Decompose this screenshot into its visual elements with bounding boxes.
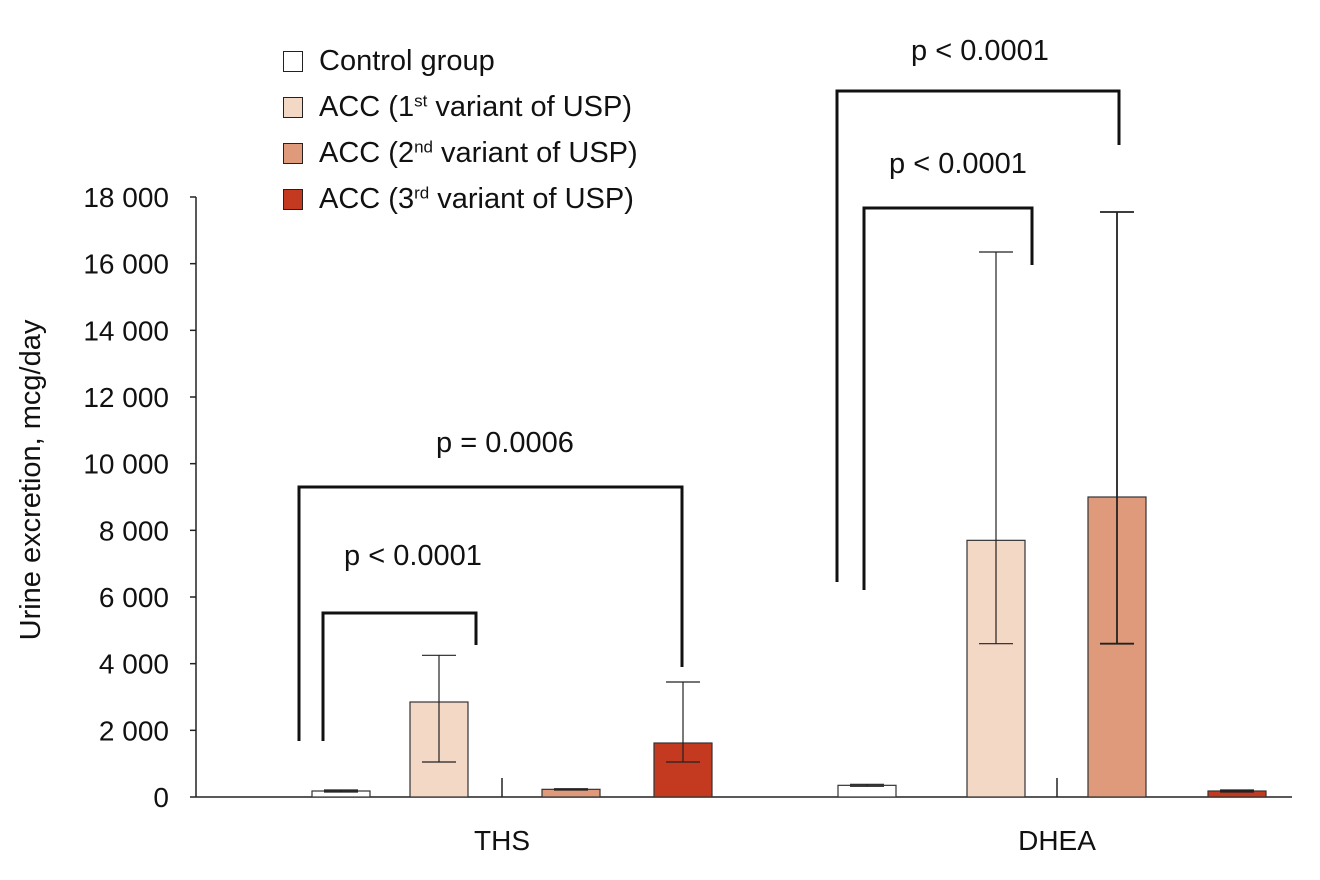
y-tick-label: 18 000 <box>83 182 169 213</box>
legend-label: ACC (2nd variant of USP) <box>319 136 638 169</box>
error-bar <box>1220 789 1254 793</box>
error-bar <box>850 783 884 787</box>
y-tick-label: 16 000 <box>83 249 169 280</box>
y-tick-label: 6 000 <box>99 582 169 613</box>
significance-bracket: p < 0.0001 <box>862 148 1034 590</box>
legend-swatch <box>283 96 303 118</box>
legend-item: Control group <box>283 38 638 84</box>
x-category-label: THS <box>474 825 530 856</box>
bracket-line <box>297 485 684 741</box>
axes: 0 2 000 4 000 6 000 8 000 10 000 12 000 14 000 1… <box>83 182 1292 856</box>
bracket-line <box>862 206 1034 590</box>
significance-bracket: p < 0.0001 <box>835 35 1121 582</box>
legend: Control group ACC (1st variant of USP) ACC… <box>283 38 638 222</box>
y-axis-label: Urine excretion, mcg/day <box>15 319 47 640</box>
y-tick-label: 12 000 <box>83 382 169 413</box>
legend-item: ACC (3rd variant of USP) <box>283 176 638 222</box>
error-bar <box>554 788 588 791</box>
legend-label: Control group <box>319 44 495 77</box>
legend-swatch <box>283 50 303 72</box>
legend-item: ACC (1st variant of USP) <box>283 84 638 130</box>
y-tick-label: 10 000 <box>83 449 169 480</box>
significance-brackets: p < 0.0001 p = 0.0006 p < 0.0001 p < 0.0001 <box>297 35 1121 741</box>
p-value-label: p < 0.0001 <box>889 148 1027 180</box>
significance-bracket: p < 0.0001 <box>321 540 482 741</box>
bracket-line <box>321 611 478 741</box>
x-category-label: DHEA <box>1018 825 1096 856</box>
legend-swatch <box>283 188 303 210</box>
legend-item: ACC (2nd variant of USP) <box>283 130 638 176</box>
legend-label: ACC (3rd variant of USP) <box>319 182 634 215</box>
y-tick-label: 0 <box>153 782 169 813</box>
error-bar <box>422 654 456 763</box>
error-bar <box>324 789 358 793</box>
p-value-label: p < 0.0001 <box>911 35 1049 67</box>
bracket-line <box>835 89 1121 582</box>
error-bar <box>979 251 1013 645</box>
y-tick-label: 4 000 <box>99 649 169 680</box>
error-bar <box>666 681 700 763</box>
bar <box>837 784 897 798</box>
y-tick-label: 2 000 <box>99 715 169 746</box>
bars <box>311 211 1267 798</box>
y-tick-label: 8 000 <box>99 515 169 546</box>
legend-label: ACC (1st variant of USP) <box>319 90 632 123</box>
error-bar <box>1100 211 1134 645</box>
significance-bracket: p = 0.0006 <box>297 427 684 741</box>
y-tick-label: 14 000 <box>83 315 169 346</box>
p-value-label: p < 0.0001 <box>344 540 482 572</box>
p-value-label: p = 0.0006 <box>436 427 574 459</box>
legend-swatch <box>283 142 303 164</box>
